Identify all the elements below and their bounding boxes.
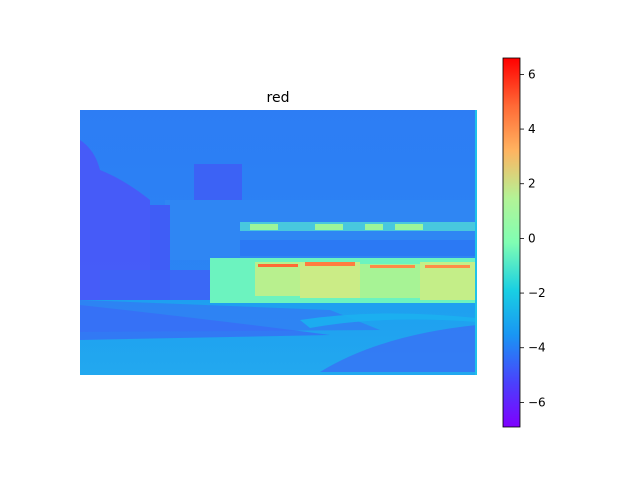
chart-title: red — [267, 90, 290, 106]
colorbar-tick-label: −2 — [528, 286, 546, 300]
colorbar-tick-label: 4 — [528, 122, 536, 136]
colorbar: −6 −4 −2 0 2 4 6 — [502, 57, 546, 428]
colorbar-tick-label: 6 — [528, 67, 536, 81]
colorbar-gradient — [502, 57, 521, 428]
heatmap-image — [80, 110, 477, 375]
colorbar-tick-label: −4 — [528, 341, 546, 355]
colorbar-tick-label: 0 — [528, 231, 536, 245]
colorbar-tick-label: 2 — [528, 177, 536, 191]
colorbar-tick-label: −6 — [528, 395, 546, 409]
colorbar-ticks: −6 −4 −2 0 2 4 6 — [520, 67, 546, 409]
